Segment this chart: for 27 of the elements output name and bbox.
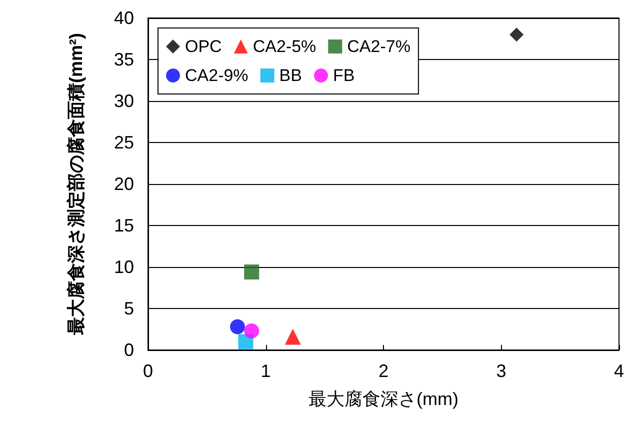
point	[230, 319, 245, 334]
point	[284, 328, 301, 345]
legend-label: BB	[279, 66, 302, 85]
x-tick-label: 3	[496, 361, 506, 381]
y-tick-label: 35	[114, 50, 134, 70]
y-tick-label: 15	[114, 216, 134, 236]
point	[244, 323, 260, 338]
y-tick-label: 10	[114, 257, 134, 277]
legend-label: CA2-9%	[185, 66, 248, 85]
legend-label: FB	[332, 66, 355, 85]
x-tick-label: 4	[614, 361, 624, 381]
legend-label: CA2-7%	[347, 37, 410, 56]
y-tick-label: 30	[114, 91, 134, 111]
x-tick-label: 0	[142, 361, 154, 381]
x-tick-label: 2	[378, 361, 389, 381]
x-tick-label: 1	[260, 361, 271, 381]
legend-label: CA2-5%	[252, 37, 316, 56]
y-tick-label: 25	[114, 132, 134, 152]
y-tick-label: 40	[114, 8, 134, 28]
y-tick-label: 5	[124, 298, 134, 318]
y-tick-label: 0	[124, 340, 134, 360]
point	[244, 264, 260, 280]
legend-label: OPC	[185, 37, 222, 56]
y-tick-label: 20	[114, 174, 134, 194]
y-axis-title: 最大腐食深さ測定部の腐食面積(mm²)	[66, 33, 86, 336]
x-axis-title: 最大腐食深さ(mm)	[308, 389, 458, 409]
point	[510, 28, 524, 42]
